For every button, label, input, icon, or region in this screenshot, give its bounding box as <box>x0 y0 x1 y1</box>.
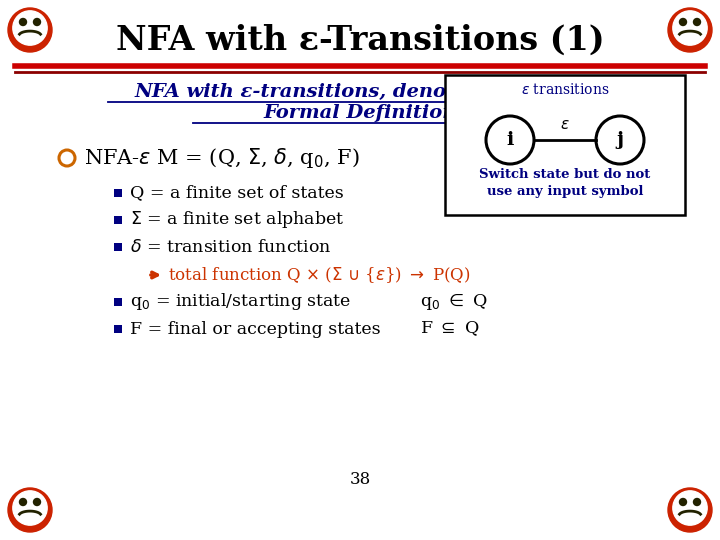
Circle shape <box>673 11 707 45</box>
Circle shape <box>693 18 701 25</box>
Text: $\delta$ = transition function: $\delta$ = transition function <box>130 239 332 255</box>
Text: NFA with ε-Transitions (1): NFA with ε-Transitions (1) <box>116 24 604 57</box>
Circle shape <box>680 18 686 25</box>
Text: $\varepsilon$ transitions: $\varepsilon$ transitions <box>521 83 609 98</box>
Text: total function Q $\times$ ($\Sigma$ $\cup$ {$\varepsilon$}) $\rightarrow$ P(Q): total function Q $\times$ ($\Sigma$ $\cu… <box>168 265 471 285</box>
Circle shape <box>19 18 27 25</box>
Circle shape <box>668 488 712 532</box>
Circle shape <box>34 18 40 25</box>
Text: j: j <box>616 131 624 149</box>
Text: F = final or accepting states: F = final or accepting states <box>130 321 381 338</box>
Text: q$_0$ = initial/starting state: q$_0$ = initial/starting state <box>130 292 351 313</box>
Circle shape <box>693 498 701 505</box>
Bar <box>114 325 122 333</box>
Circle shape <box>680 498 686 505</box>
Text: 38: 38 <box>349 471 371 489</box>
FancyBboxPatch shape <box>445 75 685 215</box>
Bar <box>114 216 122 224</box>
Circle shape <box>668 8 712 52</box>
Circle shape <box>13 491 48 525</box>
Circle shape <box>596 116 644 164</box>
Bar <box>114 243 122 251</box>
Circle shape <box>8 488 52 532</box>
Text: $\varepsilon$: $\varepsilon$ <box>560 118 570 132</box>
Circle shape <box>673 491 707 525</box>
Text: q$_0$ $\in$ Q: q$_0$ $\in$ Q <box>420 292 488 312</box>
Circle shape <box>486 116 534 164</box>
Text: $\Sigma$ = a finite set alphabet: $\Sigma$ = a finite set alphabet <box>130 210 344 231</box>
Circle shape <box>8 8 52 52</box>
Circle shape <box>13 11 48 45</box>
Bar <box>114 189 122 197</box>
Text: i: i <box>506 131 513 149</box>
Circle shape <box>34 498 40 505</box>
Circle shape <box>19 498 27 505</box>
Text: Switch state but do not: Switch state but do not <box>480 168 651 181</box>
Text: NFA with ε-transitions, denoted by NFA-ε: NFA with ε-transitions, denoted by NFA-ε <box>135 83 585 101</box>
Text: Q = a finite set of states: Q = a finite set of states <box>130 185 343 201</box>
Text: use any input symbol: use any input symbol <box>487 186 643 199</box>
Text: F $\subseteq$ Q: F $\subseteq$ Q <box>420 320 480 339</box>
Bar <box>114 298 122 306</box>
Text: Formal Definition: Formal Definition <box>264 104 456 122</box>
Text: NFA-$\varepsilon$ M = (Q, $\Sigma$, $\delta$, q$_0$, F): NFA-$\varepsilon$ M = (Q, $\Sigma$, $\de… <box>84 146 360 170</box>
